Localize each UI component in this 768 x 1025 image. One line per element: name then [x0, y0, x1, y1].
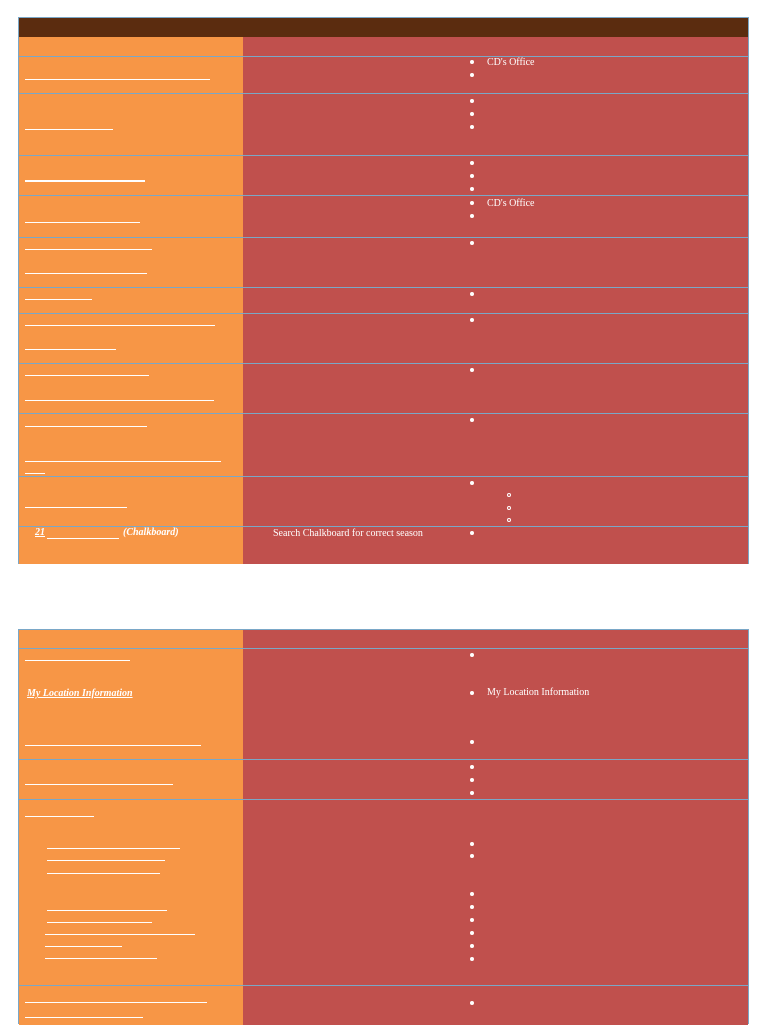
- bullet: [470, 187, 474, 191]
- row-divider: [19, 759, 748, 760]
- link-underline[interactable]: [45, 958, 157, 959]
- bullet: [470, 292, 474, 296]
- bullet: [470, 161, 474, 165]
- link-underline[interactable]: [45, 946, 122, 947]
- link-underline[interactable]: [47, 873, 160, 874]
- bullet: [470, 60, 474, 64]
- link-underline[interactable]: [25, 249, 152, 250]
- bullet: [470, 1001, 474, 1005]
- link-underline[interactable]: [25, 325, 215, 326]
- bullet: [470, 481, 474, 485]
- table-2: My Location Information My Location Info…: [18, 629, 749, 1025]
- link-underline[interactable]: [25, 349, 116, 350]
- row-divider: [19, 93, 748, 94]
- bullet: [470, 125, 474, 129]
- bullet: [470, 73, 474, 77]
- link-underline[interactable]: [45, 934, 195, 935]
- row-divider: [19, 363, 748, 364]
- my-location-information-text: My Location Information: [487, 687, 590, 698]
- left-column: [19, 37, 243, 564]
- bullet: [470, 368, 474, 372]
- row-divider: [19, 648, 748, 649]
- link-underline[interactable]: [25, 816, 94, 817]
- bullet: [470, 957, 474, 961]
- right-column: [243, 37, 748, 564]
- my-location-information-link[interactable]: My Location Information: [27, 688, 133, 699]
- table-header-bar: [19, 18, 748, 37]
- row-divider: [19, 195, 748, 196]
- link-underline[interactable]: [25, 507, 127, 508]
- link-underline[interactable]: [25, 745, 201, 746]
- bullet: [470, 842, 474, 846]
- bullet: [470, 201, 474, 205]
- bullet: [470, 892, 474, 896]
- sub-bullet: [507, 493, 511, 497]
- row-divider: [19, 56, 748, 57]
- link-underline[interactable]: [25, 660, 130, 661]
- row-divider: [19, 287, 748, 288]
- link-underline[interactable]: [25, 375, 149, 376]
- link-underline[interactable]: [47, 860, 165, 861]
- link-underline[interactable]: [25, 1002, 207, 1003]
- left-column: [19, 630, 243, 1025]
- row-divider: [19, 413, 748, 414]
- chalkboard-number[interactable]: 21: [35, 527, 45, 538]
- chalkboard-label[interactable]: (Chalkboard): [123, 527, 179, 538]
- cd-office-text: CD's Office: [487, 198, 535, 209]
- link-underline[interactable]: [25, 299, 92, 300]
- sub-bullet: [507, 518, 511, 522]
- bullet: [470, 531, 474, 535]
- cd-office-text: CD's Office: [487, 57, 535, 68]
- row-divider: [19, 155, 748, 156]
- bullet: [470, 740, 474, 744]
- link-underline[interactable]: [25, 1017, 143, 1018]
- sub-bullet: [507, 506, 511, 510]
- link-underline[interactable]: [47, 922, 152, 923]
- row-divider: [19, 476, 748, 477]
- link-underline[interactable]: [25, 426, 147, 427]
- link-underline[interactable]: [25, 461, 221, 462]
- row-divider: [19, 526, 748, 527]
- bullet: [470, 214, 474, 218]
- bullet: [470, 653, 474, 657]
- bullet: [470, 918, 474, 922]
- link-underline[interactable]: [25, 273, 147, 274]
- bullet: [470, 99, 474, 103]
- row-divider: [19, 799, 748, 800]
- row-divider: [19, 237, 748, 238]
- bullet: [470, 778, 474, 782]
- bullet: [470, 905, 474, 909]
- row-divider: [19, 313, 748, 314]
- link-underline[interactable]: [47, 848, 180, 849]
- search-chalkboard-text: Search Chalkboard for correct season: [273, 528, 423, 539]
- link-underline[interactable]: [25, 400, 214, 401]
- table-1: 21 (Chalkboard) Search Chalkboard for co…: [18, 17, 749, 564]
- bullet: [470, 931, 474, 935]
- right-column: [243, 630, 748, 1025]
- link-underline[interactable]: [25, 784, 173, 785]
- bullet: [470, 418, 474, 422]
- link-underline[interactable]: [47, 538, 119, 539]
- bullet: [470, 112, 474, 116]
- bullet: [470, 318, 474, 322]
- row-divider: [19, 985, 748, 986]
- bullet: [470, 174, 474, 178]
- bullet: [470, 791, 474, 795]
- link-underline[interactable]: [25, 129, 113, 130]
- link-underline[interactable]: [25, 79, 210, 80]
- table-row: [19, 37, 748, 564]
- link-underline[interactable]: [25, 473, 45, 474]
- link-underline[interactable]: [47, 910, 167, 911]
- bullet: [470, 765, 474, 769]
- table-row: [19, 630, 748, 1025]
- bullet: [470, 241, 474, 245]
- link-underline[interactable]: [25, 180, 145, 182]
- link-underline[interactable]: [25, 222, 140, 223]
- bullet: [470, 854, 474, 858]
- bullet: [470, 944, 474, 948]
- bullet: [470, 691, 474, 695]
